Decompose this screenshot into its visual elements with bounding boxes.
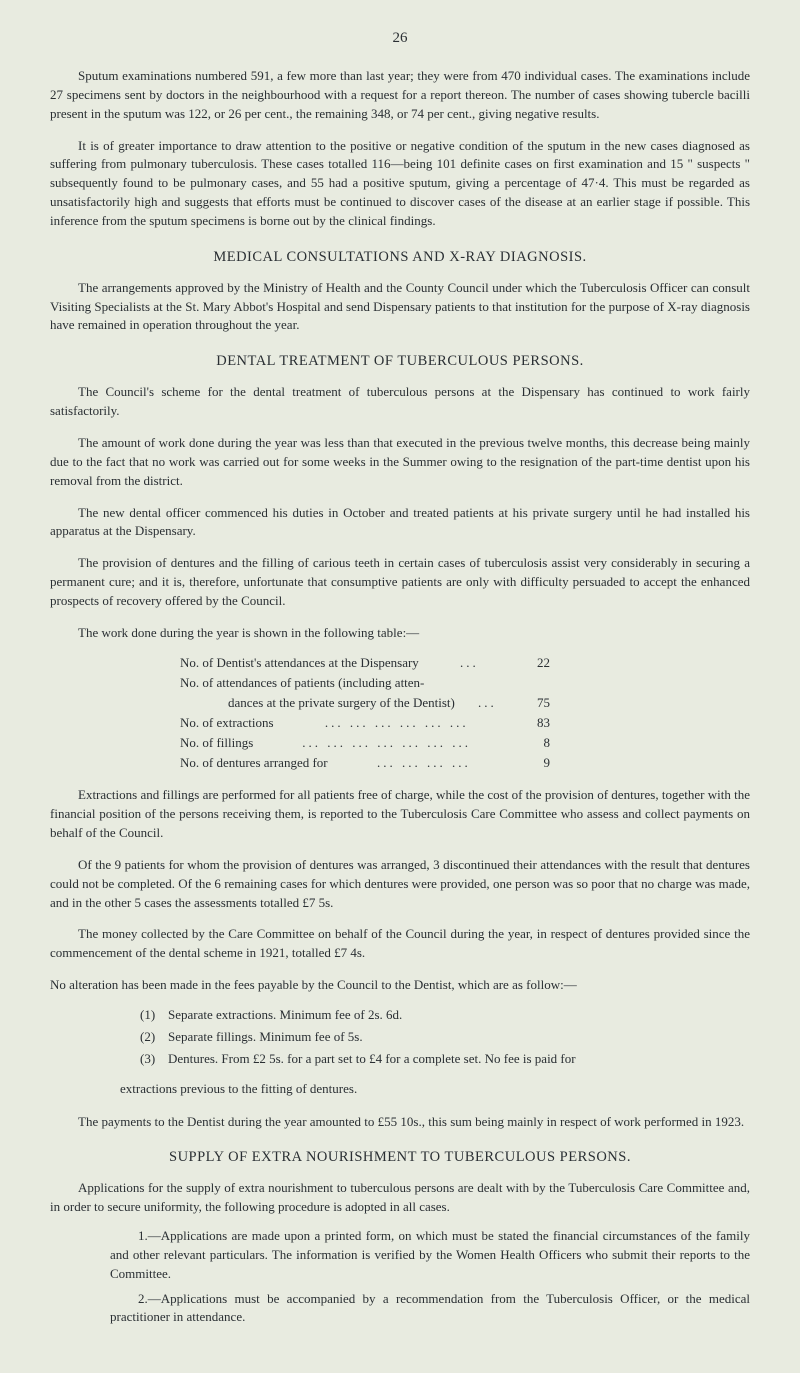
page-number: 26 (50, 30, 750, 47)
numbered-item-1: 1.—Applications are made upon a printed … (110, 1227, 750, 1284)
paragraph-dental-1: The Council's scheme for the dental trea… (50, 383, 750, 421)
fee-list-item: (2)Separate fillings. Minimum fee of 5s. (140, 1027, 750, 1047)
fee-list: (1)Separate extractions. Minimum fee of … (140, 1005, 750, 1069)
stat-label: dances at the private surgery of the Den… (180, 693, 455, 713)
stat-value: 8 (520, 733, 750, 753)
stat-label: No. of Dentist's attendances at the Disp… (180, 653, 419, 673)
stat-dots: ... ... ... ... ... ... (274, 713, 520, 733)
stat-row: No. of attendances of patients (includin… (180, 673, 750, 693)
paragraph-payments: The payments to the Dentist during the y… (50, 1113, 750, 1132)
stat-row: No. of fillings... ... ... ... ... ... .… (180, 733, 750, 753)
stat-dots: ... (455, 693, 520, 713)
paragraph-dental-4: The provision of dentures and the fillin… (50, 554, 750, 611)
paragraph-dental-3: The new dental officer commenced his dut… (50, 504, 750, 542)
stat-dots: ... ... ... ... ... ... ... (253, 733, 520, 753)
paragraph-money-collected: The money collected by the Care Committe… (50, 925, 750, 963)
stat-label: No. of fillings (180, 733, 253, 753)
paragraph-dentures-patients: Of the 9 patients for whom the provision… (50, 856, 750, 913)
fee-list-item: (1)Separate extractions. Minimum fee of … (140, 1005, 750, 1025)
paragraph-extractions: Extractions and fillings are performed f… (50, 786, 750, 843)
paragraph-sputum-2: It is of greater importance to draw atte… (50, 137, 750, 231)
paragraph-dental-2: The amount of work done during the year … (50, 434, 750, 491)
heading-medical-consultations: MEDICAL CONSULTATIONS AND X-RAY DIAGNOSI… (50, 249, 750, 266)
stat-dots (424, 673, 520, 693)
stats-table: No. of Dentist's attendances at the Disp… (180, 653, 750, 774)
stat-dots: ... ... ... ... (328, 753, 520, 773)
fee-list-item: (3)Dentures. From £2 5s. for a part set … (140, 1049, 750, 1069)
stat-value: 22 (520, 653, 750, 673)
fee-item-number: (1) (140, 1005, 168, 1025)
stat-row: dances at the private surgery of the Den… (180, 693, 750, 713)
heading-dental-treatment: DENTAL TREATMENT OF TUBERCULOUS PERSONS. (50, 353, 750, 370)
stat-dots: ... (419, 653, 520, 673)
paragraph-medical: The arrangements approved by the Ministr… (50, 279, 750, 336)
paragraph-nourishment-intro: Applications for the supply of extra nou… (50, 1179, 750, 1217)
stat-label: No. of attendances of patients (includin… (180, 673, 424, 693)
stat-value: 75 (520, 693, 750, 713)
paragraph-fees-intro: No alteration has been made in the fees … (50, 976, 750, 995)
fee-item-text: Separate extractions. Minimum fee of 2s.… (168, 1005, 750, 1025)
numbered-item-2: 2.—Applications must be accompanied by a… (110, 1290, 750, 1328)
stat-value: 9 (520, 753, 750, 773)
stat-label: No. of extractions (180, 713, 274, 733)
heading-extra-nourishment: SUPPLY OF EXTRA NOURISHMENT TO TUBERCULO… (50, 1149, 750, 1166)
stat-value: 83 (520, 713, 750, 733)
stat-label: No. of dentures arranged for (180, 753, 328, 773)
stat-row: No. of extractions... ... ... ... ... ..… (180, 713, 750, 733)
stat-value (520, 673, 750, 693)
fee-list-sub: extractions previous to the fitting of d… (120, 1079, 750, 1099)
fee-item-number: (2) (140, 1027, 168, 1047)
stat-row: No. of Dentist's attendances at the Disp… (180, 653, 750, 673)
document-page: 26 Sputum examinations numbered 591, a f… (0, 0, 800, 1373)
fee-item-text: Dentures. From £2 5s. for a part set to … (168, 1049, 750, 1069)
fee-item-text: Separate fillings. Minimum fee of 5s. (168, 1027, 750, 1047)
paragraph-sputum-1: Sputum examinations numbered 591, a few … (50, 67, 750, 124)
paragraph-work-intro: The work done during the year is shown i… (50, 624, 750, 643)
stat-row: No. of dentures arranged for... ... ... … (180, 753, 750, 773)
fee-item-number: (3) (140, 1049, 168, 1069)
